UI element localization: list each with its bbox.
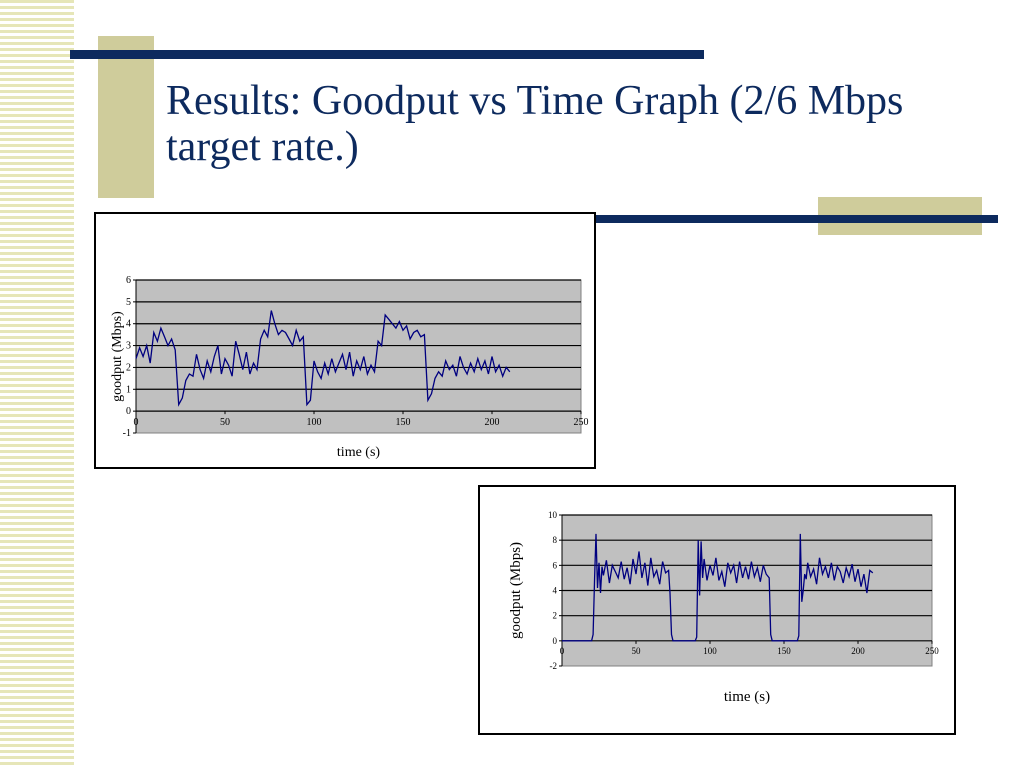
- y-tick-label: 1: [126, 384, 131, 395]
- x-tick-label: 250: [925, 646, 939, 656]
- x-tick-label: 150: [396, 417, 411, 428]
- plot-area: [135, 279, 582, 434]
- y-tick-label: 3: [126, 341, 131, 352]
- y-axis-label: goodput (Mbps): [508, 542, 524, 639]
- accent-bar-top: [70, 50, 704, 59]
- chart-frame-1: -1 0 1 2 3 4 5 6 0 50 100 150 200 250 time (s) goodput …: [94, 212, 596, 469]
- y-tick-label: 4: [553, 586, 558, 596]
- x-tick-label: 100: [307, 417, 322, 428]
- series-line-1: [135, 310, 511, 407]
- accent-bar-right: [596, 215, 998, 223]
- y-tick-label: 0: [553, 636, 558, 646]
- x-tick-label: 100: [703, 646, 717, 656]
- chart-frame-2: -2 0 2 4 6 8 10 0 50 100 150 200 250 time (s) goodput …: [478, 485, 956, 735]
- y-tick-label: 4: [126, 319, 131, 330]
- x-tick-label: 250: [574, 417, 589, 428]
- x-tick-label: 0: [134, 417, 139, 428]
- x-tick-label: 200: [485, 417, 500, 428]
- x-tick-label: 50: [220, 417, 230, 428]
- y-tick-label: 6: [553, 560, 558, 570]
- y-tick-label: -2: [550, 661, 558, 671]
- y-tick-label: 0: [126, 406, 131, 417]
- x-tick-label: 0: [560, 646, 565, 656]
- y-axis-label: goodput (Mbps): [110, 311, 125, 402]
- y-tick-label: 8: [553, 535, 558, 545]
- x-tick-label: 150: [777, 646, 791, 656]
- y-tick-label: 5: [126, 297, 131, 308]
- x-tick-label: 200: [851, 646, 865, 656]
- y-tick-label: 10: [548, 510, 558, 520]
- y-tick-label: 2: [553, 611, 558, 621]
- x-axis-label: time (s): [724, 689, 770, 705]
- x-tick-label: 50: [632, 646, 642, 656]
- slide-title: Results: Goodput vs Time Graph (2/6 Mbps…: [166, 78, 904, 170]
- left-stripe-border: [0, 0, 74, 768]
- y-tick-label: 6: [126, 275, 131, 286]
- x-axis-label: time (s): [337, 445, 380, 460]
- y-tick-label: -1: [123, 428, 131, 439]
- series-line-1: [562, 533, 874, 642]
- y-tick-label: 2: [126, 362, 131, 373]
- accent-box-top-left: [98, 36, 154, 198]
